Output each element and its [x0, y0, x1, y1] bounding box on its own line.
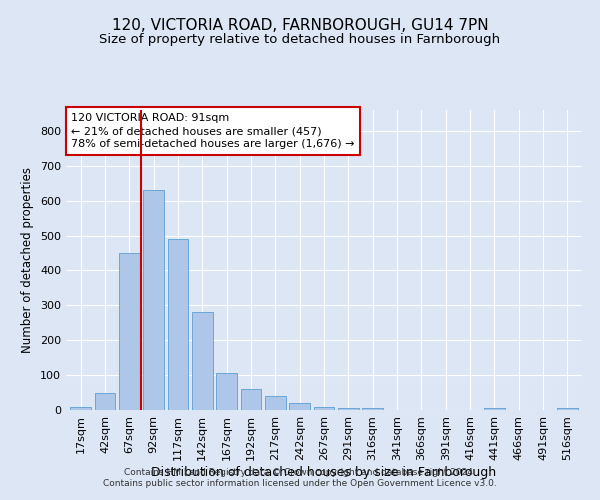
Bar [557, 408, 578, 410]
Bar [241, 389, 262, 410]
Bar [484, 408, 505, 410]
Bar [70, 406, 91, 410]
Text: Contains HM Land Registry data © Crown copyright and database right 2024.
Contai: Contains HM Land Registry data © Crown c… [103, 468, 497, 487]
Bar [314, 406, 334, 410]
Bar [192, 312, 212, 410]
Bar [362, 408, 383, 410]
Bar [265, 396, 286, 410]
Bar [289, 403, 310, 410]
Bar [338, 408, 359, 410]
Y-axis label: Number of detached properties: Number of detached properties [22, 167, 34, 353]
Bar [216, 374, 237, 410]
Bar [143, 190, 164, 410]
Bar [167, 239, 188, 410]
Bar [119, 253, 140, 410]
Text: 120, VICTORIA ROAD, FARNBOROUGH, GU14 7PN: 120, VICTORIA ROAD, FARNBOROUGH, GU14 7P… [112, 18, 488, 32]
Text: 120 VICTORIA ROAD: 91sqm
← 21% of detached houses are smaller (457)
78% of semi-: 120 VICTORIA ROAD: 91sqm ← 21% of detach… [71, 113, 355, 150]
Bar [95, 392, 115, 410]
X-axis label: Distribution of detached houses by size in Farnborough: Distribution of detached houses by size … [151, 466, 497, 478]
Text: Size of property relative to detached houses in Farnborough: Size of property relative to detached ho… [100, 32, 500, 46]
